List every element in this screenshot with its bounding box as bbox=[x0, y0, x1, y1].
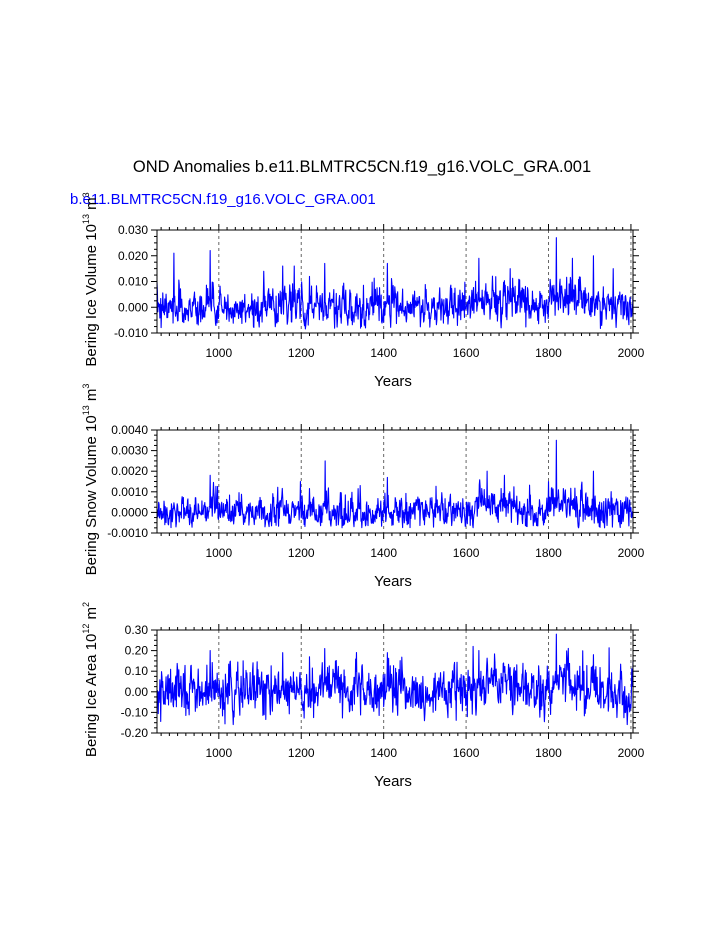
y-tick-label: 0.010 bbox=[118, 275, 148, 289]
y-tick-label: -0.10 bbox=[121, 705, 149, 719]
y-axis-title-part: Bering Ice Area 10 bbox=[83, 634, 100, 757]
panel-snow-volume: -0.0010 0.0000 0.0010 0.0020 0.0030 0.0040 100… bbox=[81, 384, 645, 590]
x-tick-label: 1200 bbox=[288, 546, 315, 560]
x-tick-label: 1800 bbox=[535, 546, 562, 560]
x-tick-label: 2000 bbox=[618, 546, 645, 560]
x-tick-label: 1000 bbox=[205, 346, 232, 360]
y-tick-label: 0.10 bbox=[125, 664, 149, 678]
x-axis-title: Years bbox=[374, 373, 412, 390]
x-tick-label: 1400 bbox=[370, 746, 397, 760]
x-tick-label: 1200 bbox=[288, 346, 315, 360]
x-tick-label: 1200 bbox=[288, 746, 315, 760]
x-tick-label: 1600 bbox=[453, 346, 480, 360]
y-axis-title-superscript: 3 bbox=[81, 192, 91, 197]
y-tick-label: 0.00 bbox=[125, 685, 149, 699]
x-tick-label: 1800 bbox=[535, 746, 562, 760]
panel-ice-volume: -0.010 0.000 0.010 0.020 0.030 1000 1200 1400 16… bbox=[81, 192, 645, 390]
y-tick-label: -0.0010 bbox=[107, 526, 148, 540]
y-axis-title-part: Bering Ice Volume 10 bbox=[83, 224, 100, 367]
series-line bbox=[156, 439, 634, 529]
y-tick-label: -0.010 bbox=[114, 326, 148, 340]
y-axis-title: Bering Ice Volume 1013 m3 bbox=[81, 192, 100, 366]
x-axis-title: Years bbox=[374, 573, 412, 590]
series-line bbox=[156, 237, 634, 330]
y-tick-label: 0.0030 bbox=[111, 444, 148, 458]
x-tick-label: 1800 bbox=[535, 346, 562, 360]
series-line bbox=[156, 633, 634, 726]
y-tick-label: -0.20 bbox=[121, 726, 149, 740]
y-tick-label: 0.20 bbox=[125, 644, 149, 658]
x-tick-label: 2000 bbox=[618, 746, 645, 760]
figure-subtitle: b.e11.BLMTRC5CN.f19_g16.VOLC_GRA.001 bbox=[70, 191, 376, 208]
x-tick-label: 1400 bbox=[370, 546, 397, 560]
y-tick-label: 0.30 bbox=[125, 623, 149, 637]
y-axis-title-superscript: 12 bbox=[81, 624, 91, 634]
x-axis-title: Years bbox=[374, 773, 412, 790]
y-axis-title-superscript: 3 bbox=[81, 384, 91, 389]
y-axis-title: Bering Ice Area 1012 m2 bbox=[81, 602, 100, 757]
y-axis-title: Bering Snow Volume 1013 m3 bbox=[81, 384, 100, 576]
y-tick-label: 0.0010 bbox=[111, 485, 148, 499]
y-tick-label: 0.000 bbox=[118, 300, 148, 314]
y-tick-label: 0.0020 bbox=[111, 464, 148, 478]
x-tick-label: 1400 bbox=[370, 346, 397, 360]
y-axis-title-part: m bbox=[83, 607, 100, 624]
y-axis-title-superscript: 13 bbox=[81, 405, 91, 415]
y-axis-title-part: m bbox=[83, 389, 100, 406]
y-axis-title-superscript: 2 bbox=[81, 602, 91, 607]
x-tick-label: 1000 bbox=[205, 546, 232, 560]
x-tick-label: 1000 bbox=[205, 746, 232, 760]
y-axis-title-superscript: 13 bbox=[81, 214, 91, 224]
x-tick-label: 1600 bbox=[453, 746, 480, 760]
y-axis-title-part: m bbox=[83, 197, 100, 214]
y-tick-label: 0.0040 bbox=[111, 423, 148, 437]
y-tick-label: 0.020 bbox=[118, 249, 148, 263]
panel-ice-area: -0.20 -0.10 0.00 0.10 0.20 0.30 1000 1200 1400 16… bbox=[81, 602, 645, 790]
x-tick-label: 1600 bbox=[453, 546, 480, 560]
y-tick-label: 0.030 bbox=[118, 223, 148, 237]
y-tick-label: 0.0000 bbox=[111, 505, 148, 519]
figure-title: OND Anomalies b.e11.BLMTRC5CN.f19_g16.VO… bbox=[133, 158, 591, 176]
x-tick-label: 2000 bbox=[618, 346, 645, 360]
y-axis-title-part: Bering Snow Volume 10 bbox=[83, 415, 100, 575]
